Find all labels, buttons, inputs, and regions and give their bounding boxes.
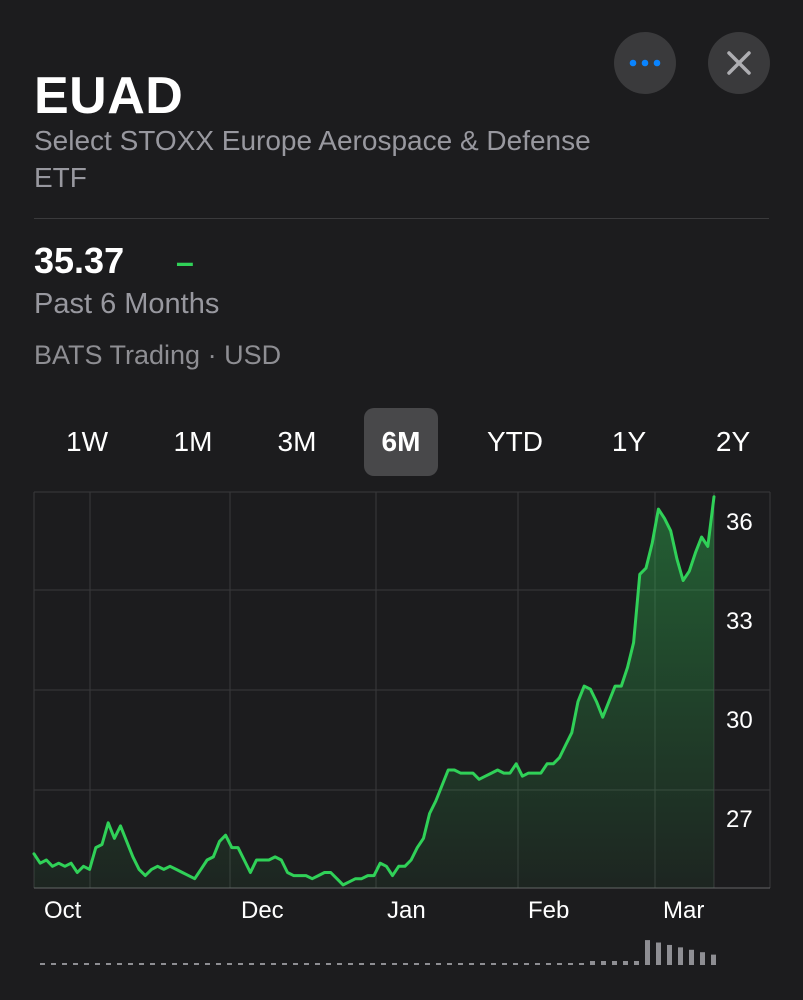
close-button[interactable] bbox=[708, 32, 770, 94]
volume-bar bbox=[216, 963, 221, 965]
volume-bar bbox=[51, 963, 56, 965]
volume-bar bbox=[469, 963, 474, 965]
ticker-symbol: EUAD bbox=[34, 67, 184, 125]
volume-bar bbox=[315, 963, 320, 965]
volume-bar bbox=[568, 963, 573, 965]
volume-bar bbox=[425, 963, 430, 965]
volume-bar bbox=[601, 961, 606, 965]
exchange-label: BATS Trading · USD bbox=[34, 340, 282, 370]
volume-bar bbox=[535, 963, 540, 965]
price-line bbox=[32, 495, 716, 887]
volume-bar bbox=[634, 961, 639, 965]
volume-bar bbox=[84, 963, 89, 965]
y-tick-label: 36 bbox=[726, 509, 753, 536]
volume-bar bbox=[480, 963, 485, 965]
volume-bar bbox=[711, 954, 716, 965]
volume-bar bbox=[656, 942, 661, 965]
volume-bar bbox=[667, 944, 672, 965]
volume-bar bbox=[282, 963, 287, 965]
volume-bar bbox=[161, 963, 166, 965]
x-tick-label: Mar bbox=[663, 897, 704, 924]
fund-name: Select STOXX Europe Aerospace & Defense … bbox=[34, 125, 591, 193]
range-tab-ytd[interactable]: YTD bbox=[487, 426, 543, 457]
volume-bar bbox=[172, 963, 177, 965]
range-tab-1m[interactable]: 1M bbox=[173, 426, 213, 457]
volume-bar bbox=[579, 963, 584, 965]
header-divider bbox=[34, 218, 769, 219]
range-tab-1w[interactable]: 1W bbox=[66, 426, 108, 457]
price-change: – bbox=[176, 244, 194, 280]
current-price: 35.37 bbox=[34, 240, 125, 281]
volume-bar bbox=[62, 963, 67, 965]
volume-bar bbox=[447, 963, 452, 965]
volume-bar bbox=[590, 961, 595, 965]
volume-bar bbox=[557, 963, 562, 965]
y-tick-label: 33 bbox=[726, 608, 753, 635]
volume-bar bbox=[73, 963, 78, 965]
volume-bar bbox=[502, 963, 507, 965]
volume-bar bbox=[414, 963, 419, 965]
y-tick-label: 30 bbox=[726, 707, 753, 734]
volume-bar bbox=[227, 963, 232, 965]
volume-bar bbox=[392, 963, 397, 965]
volume-bar bbox=[491, 963, 496, 965]
volume-bar bbox=[40, 963, 45, 965]
volume-bar bbox=[337, 963, 342, 965]
volume-bar bbox=[194, 963, 199, 965]
volume-bar bbox=[117, 963, 122, 965]
x-tick-label: Feb bbox=[528, 897, 569, 924]
volume-bar bbox=[205, 963, 210, 965]
volume-bar bbox=[139, 963, 144, 965]
volume-bar bbox=[304, 963, 309, 965]
volume-bar bbox=[150, 963, 155, 965]
volume-bar bbox=[370, 963, 375, 965]
volume-bar bbox=[689, 949, 694, 965]
volume-bar bbox=[524, 963, 529, 965]
volume-bar bbox=[293, 963, 298, 965]
period-label: Past 6 Months bbox=[34, 288, 220, 320]
volume-bar bbox=[436, 963, 441, 965]
close-x-icon bbox=[727, 51, 751, 75]
volume-bar bbox=[678, 947, 683, 965]
range-tab-1y[interactable]: 1Y bbox=[611, 426, 647, 457]
x-tick-label: Oct bbox=[44, 897, 82, 924]
y-axis-labels: 36 33 30 27 bbox=[726, 509, 753, 833]
price-chart[interactable]: 36 33 30 27 Oct Dec Jan Feb Mar bbox=[0, 480, 803, 980]
volume-bar bbox=[513, 963, 518, 965]
range-tab-6m[interactable]: 6M bbox=[364, 408, 438, 476]
volume-bar bbox=[95, 963, 100, 965]
x-tick-label: Dec bbox=[241, 897, 284, 924]
range-tab-2y[interactable]: 2Y bbox=[715, 426, 751, 457]
volume-bar bbox=[381, 963, 386, 965]
range-selector: 1W 1M 3M 6M YTD 1Y 2Y bbox=[0, 408, 803, 476]
x-tick-label: Jan bbox=[387, 897, 426, 924]
volume-bar bbox=[326, 963, 331, 965]
y-tick-label: 27 bbox=[726, 806, 753, 833]
price-area bbox=[34, 496, 714, 888]
volume-bar bbox=[700, 952, 705, 965]
volume-bar bbox=[238, 963, 243, 965]
volume-bar bbox=[249, 963, 254, 965]
more-dots-icon bbox=[629, 59, 661, 67]
volume-bar bbox=[645, 940, 650, 965]
volume-bar bbox=[458, 963, 463, 965]
more-options-button[interactable] bbox=[614, 32, 676, 94]
x-axis-labels: Oct Dec Jan Feb Mar bbox=[44, 897, 704, 924]
volume-bar bbox=[403, 963, 408, 965]
volume-bar bbox=[612, 961, 617, 965]
range-tab-3m[interactable]: 3M bbox=[277, 426, 317, 457]
volume-bars bbox=[40, 940, 716, 965]
volume-bar bbox=[348, 963, 353, 965]
volume-bar bbox=[546, 963, 551, 965]
volume-bar bbox=[128, 963, 133, 965]
volume-bar bbox=[183, 963, 188, 965]
volume-bar bbox=[271, 963, 276, 965]
volume-bar bbox=[623, 961, 628, 965]
volume-bar bbox=[359, 963, 364, 965]
volume-bar bbox=[260, 963, 265, 965]
volume-bar bbox=[106, 963, 111, 965]
